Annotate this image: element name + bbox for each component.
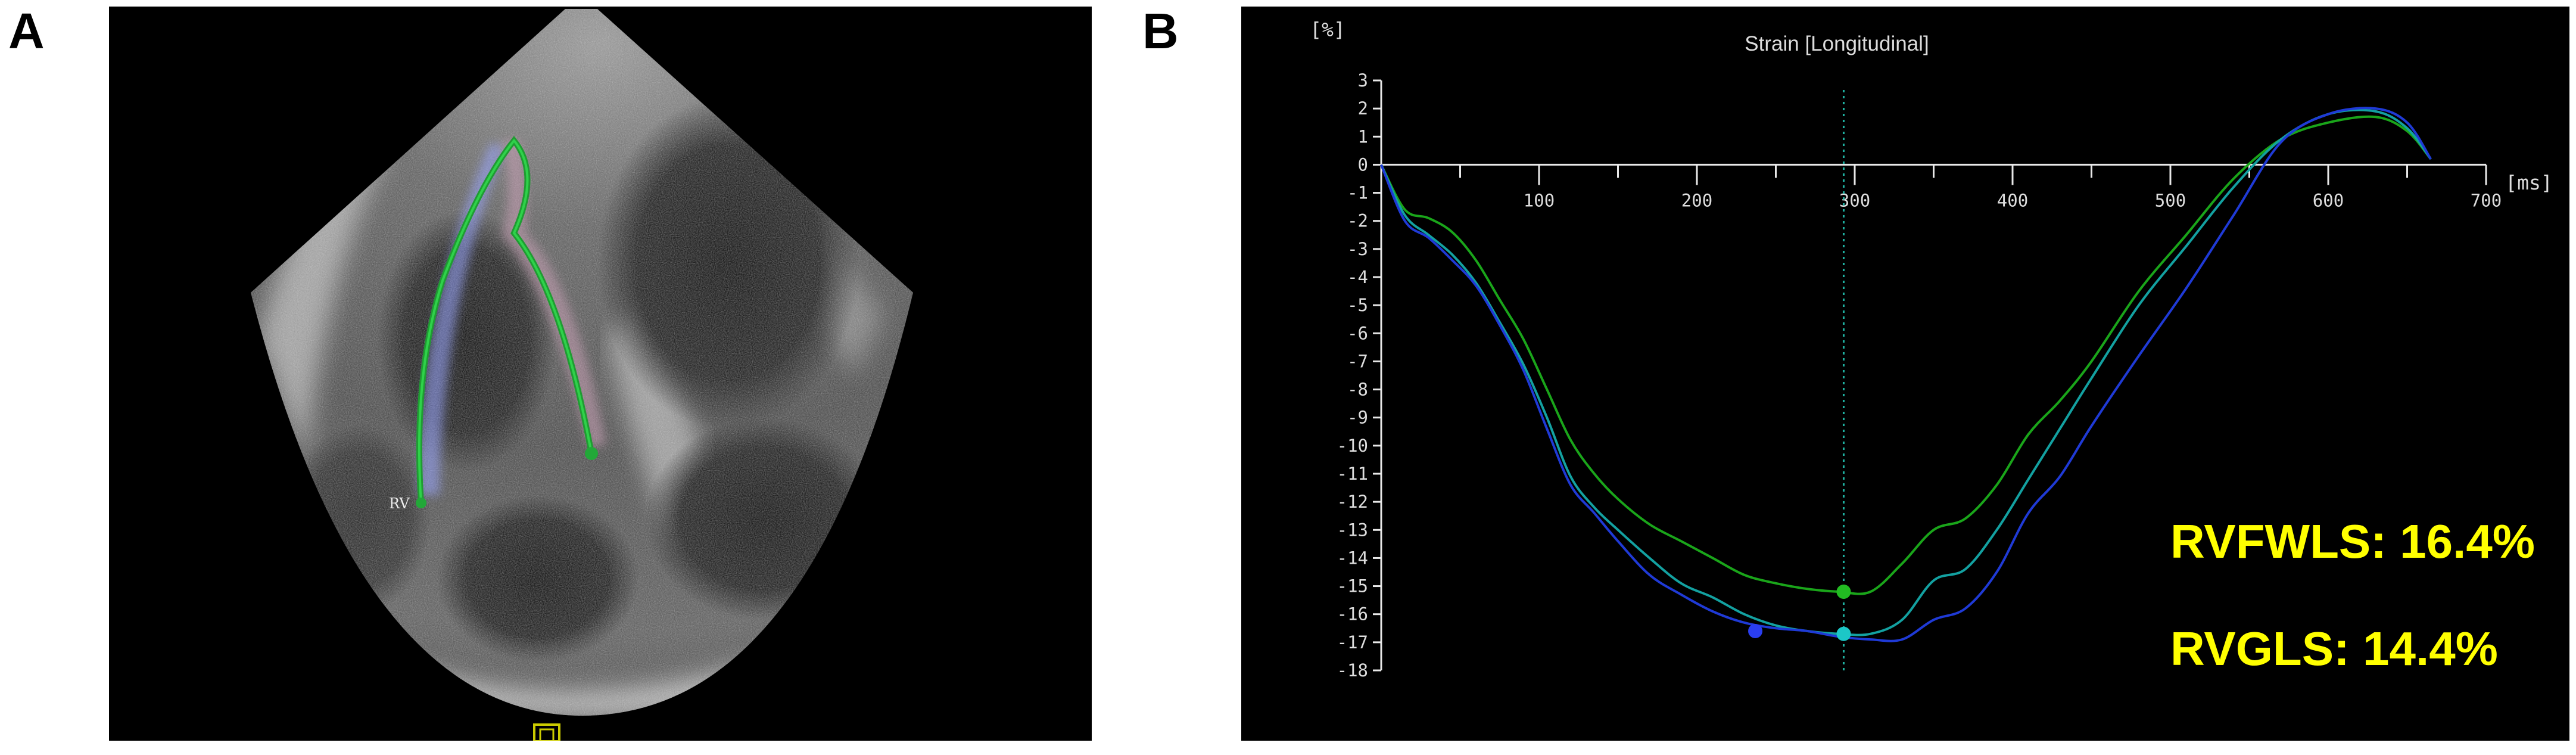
y-tick-label: -18 (1337, 660, 1368, 681)
y-tick-label: -11 (1337, 464, 1368, 484)
y-tick-label: 2 (1358, 98, 1368, 119)
x-tick-label: 700 (2471, 190, 2502, 210)
y-tick-label: -14 (1337, 548, 1368, 568)
marker-group (1748, 585, 1851, 641)
echocardiogram-image: RV (109, 7, 1092, 741)
panel-a-label: A (8, 3, 45, 59)
y-tick-label: -9 (1347, 408, 1368, 428)
y-tick-label: -4 (1347, 267, 1368, 287)
y-tick-label: 3 (1358, 70, 1368, 91)
x-tick-label: 100 (1524, 190, 1555, 210)
y-tick-label: -5 (1347, 295, 1368, 315)
blue-marker (1748, 624, 1763, 638)
y-tick-label: -2 (1347, 211, 1368, 231)
x-tick-label: 300 (1839, 190, 1870, 210)
septum-roi (502, 141, 606, 448)
focus-marker-icon (533, 723, 560, 741)
trace-endpoint-septal (585, 447, 598, 460)
y-tick-label: -1 (1347, 183, 1368, 203)
teal-marker (1836, 626, 1851, 641)
rv-freewall-roi (419, 144, 505, 495)
rv-label: RV (389, 495, 410, 512)
echo-svg: RV (251, 9, 913, 741)
x-tick-label: 600 (2313, 190, 2344, 210)
y-tick-label: 1 (1358, 126, 1368, 147)
y-tick-label: -13 (1337, 520, 1368, 540)
x-tick-label: 400 (1997, 190, 2028, 210)
y-tick-label: -10 (1337, 436, 1368, 456)
y-tick-label: -15 (1337, 576, 1368, 596)
rvgls-annotation: RVGLS: 14.4% (2170, 622, 2498, 675)
y-tick-label: -8 (1347, 380, 1368, 400)
x-tick-label: 200 (1681, 190, 1712, 210)
y-tick-label: -17 (1337, 632, 1368, 653)
rv-trace-line-highlight (418, 138, 593, 504)
chart-title: Strain [Longitudinal] (1745, 32, 1929, 55)
panel-b-label: B (1142, 3, 1179, 59)
x-axis-unit: [ms] (2505, 171, 2552, 194)
y-tick-label: -7 (1347, 351, 1368, 371)
series-line-blue (1380, 107, 2432, 642)
series-line-teal (1380, 108, 2432, 636)
y-tick-label: 0 (1358, 154, 1368, 175)
trace-endpoint-lateral (416, 498, 426, 508)
axes-group: 3 2 1 0 -1 -2 -3 -4 -5 -6 -7 -8 -9 -10 -11 -12 -13 -14 -15… (1337, 70, 2502, 681)
strain-chart: Strain [Longitudinal] [%] [ms] 3 2 1 0 -1 -2 -… (1310, 18, 2553, 681)
y-tick-label: -6 (1347, 323, 1368, 343)
y-tick-label: -12 (1337, 492, 1368, 512)
ultrasound-sector (251, 9, 913, 716)
x-tick-label: 500 (2155, 190, 2186, 210)
y-tick-label: -16 (1337, 604, 1368, 624)
rvfwls-annotation: RVFWLS: 16.4% (2170, 515, 2535, 568)
y-tick-label: -3 (1347, 239, 1368, 259)
y-axis-unit: [%] (1310, 18, 1345, 41)
focus-marker-inner-icon (539, 728, 555, 741)
green-marker (1836, 585, 1851, 599)
strain-chart-panel: Strain [Longitudinal] [%] [ms] 3 2 1 0 -1 -2 -… (1241, 7, 2569, 741)
